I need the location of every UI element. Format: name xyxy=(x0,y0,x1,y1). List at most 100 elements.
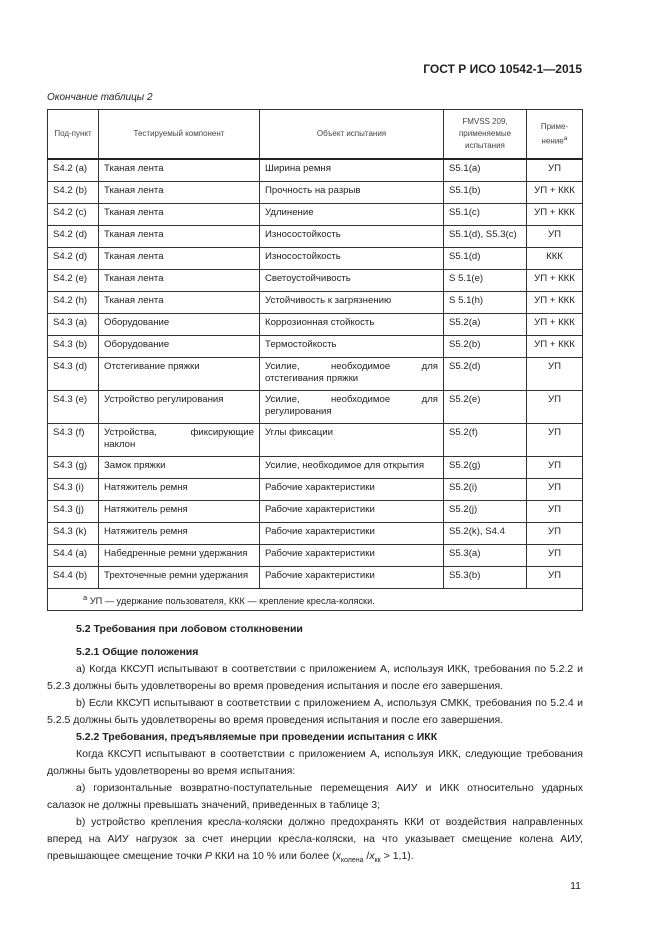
requirements-table: Под-пункт Тестируемый компонент Объект и… xyxy=(47,109,583,612)
paragraph: b) устройство крепления кресла-коляски д… xyxy=(47,816,583,865)
application-cell: УП xyxy=(526,158,583,182)
table-row: S4.2 (d) Тканая лента Износостойкость S5.1(… xyxy=(47,247,583,270)
subclause-cell: S4.2 (a) xyxy=(47,158,99,182)
fmvss-cell: S5.2(k), S4.4 xyxy=(443,522,527,545)
fmvss-cell: S 5.1(e) xyxy=(443,269,527,292)
application-cell: УП + ККК xyxy=(526,291,583,314)
object-cell: Усилие, необходимое для отстегивания пря… xyxy=(259,357,444,391)
application-cell: УП xyxy=(526,478,583,501)
paragraph: a) горизонтальные возвратно-поступательн… xyxy=(47,782,583,812)
table-header-row: Под-пункт Тестируемый компонент Объект и… xyxy=(47,109,583,160)
table-row: S4.2 (c) Тканая лента Удлинение S5.1(c) УП +… xyxy=(47,203,583,226)
fmvss-cell: S5.2(a) xyxy=(443,313,527,336)
fmvss-cell: S5.1(a) xyxy=(443,158,527,182)
component-cell: Тканая лента xyxy=(98,247,260,270)
object-cell: Рабочие характеристики xyxy=(259,478,444,501)
component-cell: Трехточечные ремни удержания xyxy=(98,566,260,589)
application-cell: УП xyxy=(526,225,583,248)
table-row: S4.3 (i) Натяжитель ремня Рабочие характер… xyxy=(47,478,583,501)
table-row: S4.2 (d) Тканая лента Износостойкость S5.1(… xyxy=(47,225,583,248)
application-cell: УП xyxy=(526,522,583,545)
fmvss-cell: S5.1(c) xyxy=(443,203,527,226)
object-cell: Рабочие характеристики xyxy=(259,522,444,545)
object-cell: Светоустойчивость xyxy=(259,269,444,292)
content-flow: Под-пункт Тестируемый компонент Объект и… xyxy=(47,109,583,893)
table-row: S4.2 (h) Тканая лента Устойчивость к загря… xyxy=(47,291,583,314)
table-row: S4.4 (b) Трехточечные ремни удержания Рабо… xyxy=(47,566,583,589)
application-cell: УП xyxy=(526,566,583,589)
table-row: S4.3 (g) Замок пряжки Усилие, необходимое … xyxy=(47,456,583,479)
object-cell: Прочность на разрыв xyxy=(259,181,444,204)
application-cell: УП xyxy=(526,544,583,567)
fmvss-cell: S5.2(e) xyxy=(443,390,527,424)
object-cell: Коррозионная стойкость xyxy=(259,313,444,336)
component-cell: Тканая лента xyxy=(98,181,260,204)
object-cell: Усилие, необходимое для регулирования xyxy=(259,390,444,424)
subclause-cell: S4.3 (j) xyxy=(47,500,99,523)
component-cell: Тканая лента xyxy=(98,291,260,314)
application-cell: УП xyxy=(526,456,583,479)
table-row: S4.3 (d) Отстегивание пряжки Усилие, необх… xyxy=(47,357,583,391)
component-cell: Набедренные ремни удержания xyxy=(98,544,260,567)
subclause-cell: S4.3 (e) xyxy=(47,390,99,424)
component-cell: Тканая лента xyxy=(98,225,260,248)
table-row: S4.4 (a) Набедренные ремни удержания Рабоч… xyxy=(47,544,583,567)
fmvss-cell: S 5.1(h) xyxy=(443,291,527,314)
table-row: S4.3 (f) Устройства, фиксирующие наклон Уг… xyxy=(47,423,583,457)
object-cell: Устойчивость к загрязнению xyxy=(259,291,444,314)
table-row: S4.3 (k) Натяжитель ремня Рабочие характер… xyxy=(47,522,583,545)
subclause-cell: S4.3 (b) xyxy=(47,335,99,358)
fmvss-cell: S5.3(b) xyxy=(443,566,527,589)
page-number: 11 xyxy=(570,880,581,893)
table-row: S4.2 (b) Тканая лента Прочность на разрыв S… xyxy=(47,181,583,204)
component-cell: Устройство регулирования xyxy=(98,390,260,424)
table-row: S4.3 (j) Натяжитель ремня Рабочие характер… xyxy=(47,500,583,523)
col-header-application-label: Приме-нение xyxy=(540,121,569,146)
object-cell: Износостойкость xyxy=(259,247,444,270)
table-row: S4.3 (b) Оборудование Термостойкость S5.2(b… xyxy=(47,335,583,358)
component-cell: Тканая лента xyxy=(98,158,260,182)
component-cell: Тканая лента xyxy=(98,203,260,226)
table-row: S4.2 (e) Тканая лента Светоустойчивость S 5… xyxy=(47,269,583,292)
component-cell: Оборудование xyxy=(98,313,260,336)
subclause-cell: S4.3 (g) xyxy=(47,456,99,479)
subclause-cell: S4.4 (a) xyxy=(47,544,99,567)
table-caption: Окончание таблицы 2 xyxy=(47,92,153,103)
col-header-subclause: Под-пункт xyxy=(47,109,99,160)
document-header: ГОСТ Р ИСО 10542-1—2015 xyxy=(423,62,582,76)
col-header-fmvss: FMVSS 209, применяемые испытания xyxy=(443,109,527,160)
subsection-heading: 5.2.2 Требования, предъявляемые при пров… xyxy=(76,731,438,744)
paragraph: b) Если ККСУП испытывают в соответствии … xyxy=(47,697,583,727)
col-header-object: Объект испытания xyxy=(259,109,444,160)
fmvss-cell: S5.1(d) xyxy=(443,247,527,270)
application-cell: УП + ККК xyxy=(526,269,583,292)
subclause-cell: S4.4 (b) xyxy=(47,566,99,589)
fmvss-cell: S5.1(b) xyxy=(443,181,527,204)
body-text: 5.2 Требования при лобовом столкновении … xyxy=(47,621,583,865)
fmvss-cell: S5.1(d), S5.3(c) xyxy=(443,225,527,248)
col-header-component: Тестируемый компонент xyxy=(98,109,260,160)
subclause-cell: S4.2 (d) xyxy=(47,225,99,248)
table-row: S4.2 (a) Тканая лента Ширина ремня S5.1(a) У… xyxy=(47,158,583,182)
object-cell: Усилие, необходимое для открытия xyxy=(259,456,444,479)
component-cell: Натяжитель ремня xyxy=(98,478,260,501)
object-cell: Ширина ремня xyxy=(259,158,444,182)
application-cell: УП + ККК xyxy=(526,203,583,226)
paragraph: Когда ККСУП испытывают в соответствии с … xyxy=(47,748,583,778)
table-row: S4.3 (e) Устройство регулирования Усилие, … xyxy=(47,390,583,424)
table-row: S4.3 (a) Оборудование Коррозионная стойкос… xyxy=(47,313,583,336)
subclause-cell: S4.2 (c) xyxy=(47,203,99,226)
fmvss-cell: S5.2(b) xyxy=(443,335,527,358)
paragraph: a) Когда ККСУП испытывают в соответствии… xyxy=(47,663,583,693)
component-cell: Натяжитель ремня xyxy=(98,522,260,545)
subsection-heading: 5.2.1 Общие положения xyxy=(76,646,199,659)
application-cell: ККК xyxy=(526,247,583,270)
subclause-cell: S4.3 (a) xyxy=(47,313,99,336)
object-cell: Удлинение xyxy=(259,203,444,226)
table-footnote: a УП — удержание пользователя, ККК — кре… xyxy=(47,587,583,612)
subclause-cell: S4.3 (d) xyxy=(47,357,99,391)
object-cell: Углы фиксации xyxy=(259,423,444,457)
application-cell: УП xyxy=(526,390,583,424)
subclause-cell: S4.2 (d) xyxy=(47,247,99,270)
component-cell: Натяжитель ремня xyxy=(98,500,260,523)
